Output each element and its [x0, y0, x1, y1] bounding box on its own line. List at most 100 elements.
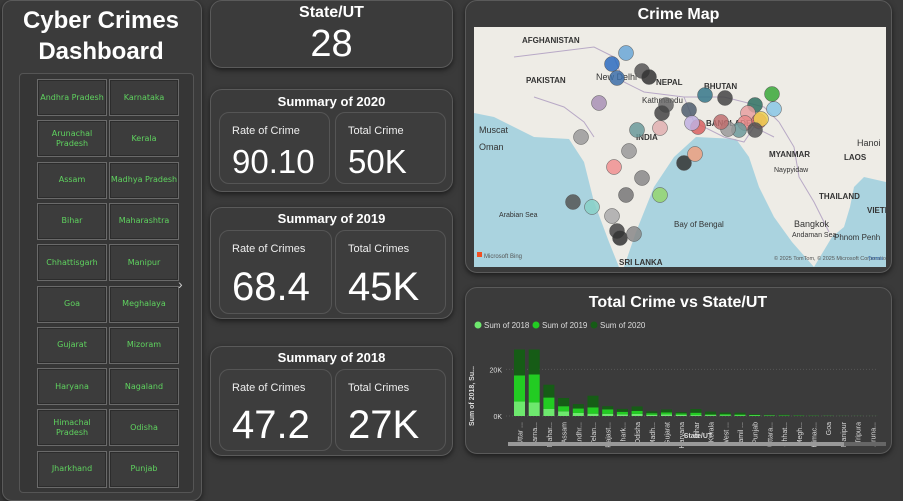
- legend-label[interactable]: Sum of 2018: [484, 321, 530, 330]
- crime-bubble[interactable]: [766, 101, 782, 117]
- crime-bubble[interactable]: [681, 102, 697, 118]
- crime-bubble[interactable]: [629, 122, 645, 138]
- bar-segment[interactable]: [646, 411, 658, 414]
- state-slicer-item[interactable]: Odisha: [109, 409, 179, 447]
- bar-segment[interactable]: [705, 414, 717, 416]
- bar-segment[interactable]: [616, 408, 628, 412]
- crime-bubble[interactable]: [606, 159, 622, 175]
- state-slicer-item[interactable]: Madhya Pradesh: [109, 161, 179, 199]
- state-slicer-item[interactable]: Maharashtra: [109, 202, 179, 240]
- crime-bubble[interactable]: [604, 208, 620, 224]
- bar-segment[interactable]: [572, 404, 584, 409]
- crime-bubble[interactable]: [618, 45, 634, 61]
- crime-bubble[interactable]: [626, 226, 642, 242]
- state-slicer-item[interactable]: Andhra Pradesh: [37, 79, 107, 116]
- bar-segment[interactable]: [587, 395, 599, 408]
- bar-segment[interactable]: [631, 413, 643, 416]
- crime-bubble[interactable]: [573, 129, 589, 145]
- bar-segment[interactable]: [705, 415, 717, 416]
- bar-segment[interactable]: [514, 349, 525, 376]
- crime-bubble[interactable]: [565, 194, 581, 210]
- bar-segment[interactable]: [661, 412, 672, 415]
- crime-bubble[interactable]: [634, 170, 650, 186]
- bar-segment[interactable]: [749, 414, 761, 416]
- bar-segment[interactable]: [675, 412, 687, 414]
- crime-bubble[interactable]: [697, 87, 713, 103]
- legend-label[interactable]: Sum of 2019: [542, 321, 588, 330]
- crime-bubble[interactable]: [591, 95, 607, 111]
- bar-segment[interactable]: [734, 412, 746, 415]
- crime-bubble[interactable]: [618, 187, 634, 203]
- bar-segment[interactable]: [528, 349, 540, 375]
- state-slicer-item[interactable]: Chhattisgarh: [37, 244, 107, 282]
- state-slicer-item[interactable]: Karnataka: [109, 79, 179, 116]
- total-crime-chart[interactable]: Total Crime vs State/UT Sum of 2018 Sum of…: [466, 288, 891, 453]
- crime-bubble[interactable]: [609, 70, 625, 86]
- bar-segment[interactable]: [690, 409, 702, 413]
- bar-segment[interactable]: [587, 407, 599, 414]
- bar-segment[interactable]: [602, 413, 614, 416]
- bar-segment[interactable]: [602, 406, 614, 410]
- crime-bubble[interactable]: [621, 143, 637, 159]
- state-slicer-item[interactable]: Meghalaya: [109, 285, 179, 323]
- bar-segment[interactable]: [763, 414, 775, 416]
- crime-bubble[interactable]: [684, 115, 700, 131]
- bar-segment[interactable]: [734, 415, 746, 416]
- bar-segment[interactable]: [528, 402, 540, 416]
- state-slicer-item[interactable]: Arunachal Pradesh: [37, 120, 107, 158]
- crime-bubble[interactable]: [612, 230, 628, 246]
- crime-bubble[interactable]: [604, 56, 620, 72]
- bar-segment[interactable]: [543, 409, 555, 416]
- bar-segment[interactable]: [514, 401, 525, 416]
- crime-bubble[interactable]: [652, 120, 668, 136]
- state-slicer-item[interactable]: Himachal Pradesh: [37, 409, 107, 447]
- bar-segment[interactable]: [719, 415, 731, 416]
- bar-segment[interactable]: [631, 406, 643, 411]
- bar-segment[interactable]: [602, 409, 614, 414]
- bar-segment[interactable]: [705, 411, 717, 415]
- crime-bubble[interactable]: [717, 90, 733, 106]
- state-slicer-item[interactable]: Manipur: [109, 244, 179, 282]
- crime-bubble[interactable]: [687, 146, 703, 162]
- map-terms-link[interactable]: Terms: [868, 256, 883, 262]
- crime-bubble[interactable]: [652, 187, 668, 203]
- state-slicer-item[interactable]: Mizoram: [109, 326, 179, 364]
- state-slicer-item[interactable]: Kerala: [109, 120, 179, 158]
- bar-segment[interactable]: [543, 397, 555, 409]
- chart-scrollbar-thumb[interactable]: [508, 442, 844, 446]
- bar-segment[interactable]: [514, 375, 525, 402]
- legend-marker[interactable]: [532, 321, 540, 329]
- bar-segment[interactable]: [734, 414, 746, 416]
- bar-segment[interactable]: [587, 413, 599, 416]
- bar-segment[interactable]: [558, 411, 570, 416]
- state-slicer-item[interactable]: Goa: [37, 285, 107, 323]
- crime-bubble[interactable]: [764, 86, 780, 102]
- state-slicer-item[interactable]: Bihar: [37, 202, 107, 240]
- bar-segment[interactable]: [719, 412, 731, 415]
- crime-bubble[interactable]: [676, 155, 692, 171]
- bar-segment[interactable]: [572, 408, 584, 413]
- bar-segment[interactable]: [631, 410, 643, 414]
- crime-bubble[interactable]: [713, 114, 729, 130]
- legend-marker[interactable]: [474, 321, 482, 329]
- state-slicer-item[interactable]: Nagaland: [109, 368, 179, 406]
- state-slicer-item[interactable]: Haryana: [37, 368, 107, 406]
- crime-bubble[interactable]: [584, 199, 600, 215]
- bar-segment[interactable]: [778, 414, 790, 416]
- bar-segment[interactable]: [690, 412, 702, 416]
- bar-segment[interactable]: [616, 414, 628, 416]
- bar-segment[interactable]: [646, 414, 658, 416]
- crime-bubble[interactable]: [641, 69, 657, 85]
- legend-label[interactable]: Sum of 2020: [600, 321, 646, 330]
- crime-bubble[interactable]: [747, 122, 763, 138]
- bar-segment[interactable]: [543, 384, 555, 398]
- bar-segment[interactable]: [661, 409, 672, 413]
- state-slicer-item[interactable]: Gujarat: [37, 326, 107, 364]
- bar-segment[interactable]: [558, 406, 570, 412]
- bar-segment[interactable]: [690, 415, 702, 416]
- state-slicer-item[interactable]: Assam: [37, 161, 107, 199]
- state-slicer-item[interactable]: Jharkhand: [37, 450, 107, 488]
- chevron-right-icon[interactable]: ›: [178, 276, 183, 292]
- bar-segment[interactable]: [528, 374, 540, 403]
- bar-segment[interactable]: [661, 414, 672, 416]
